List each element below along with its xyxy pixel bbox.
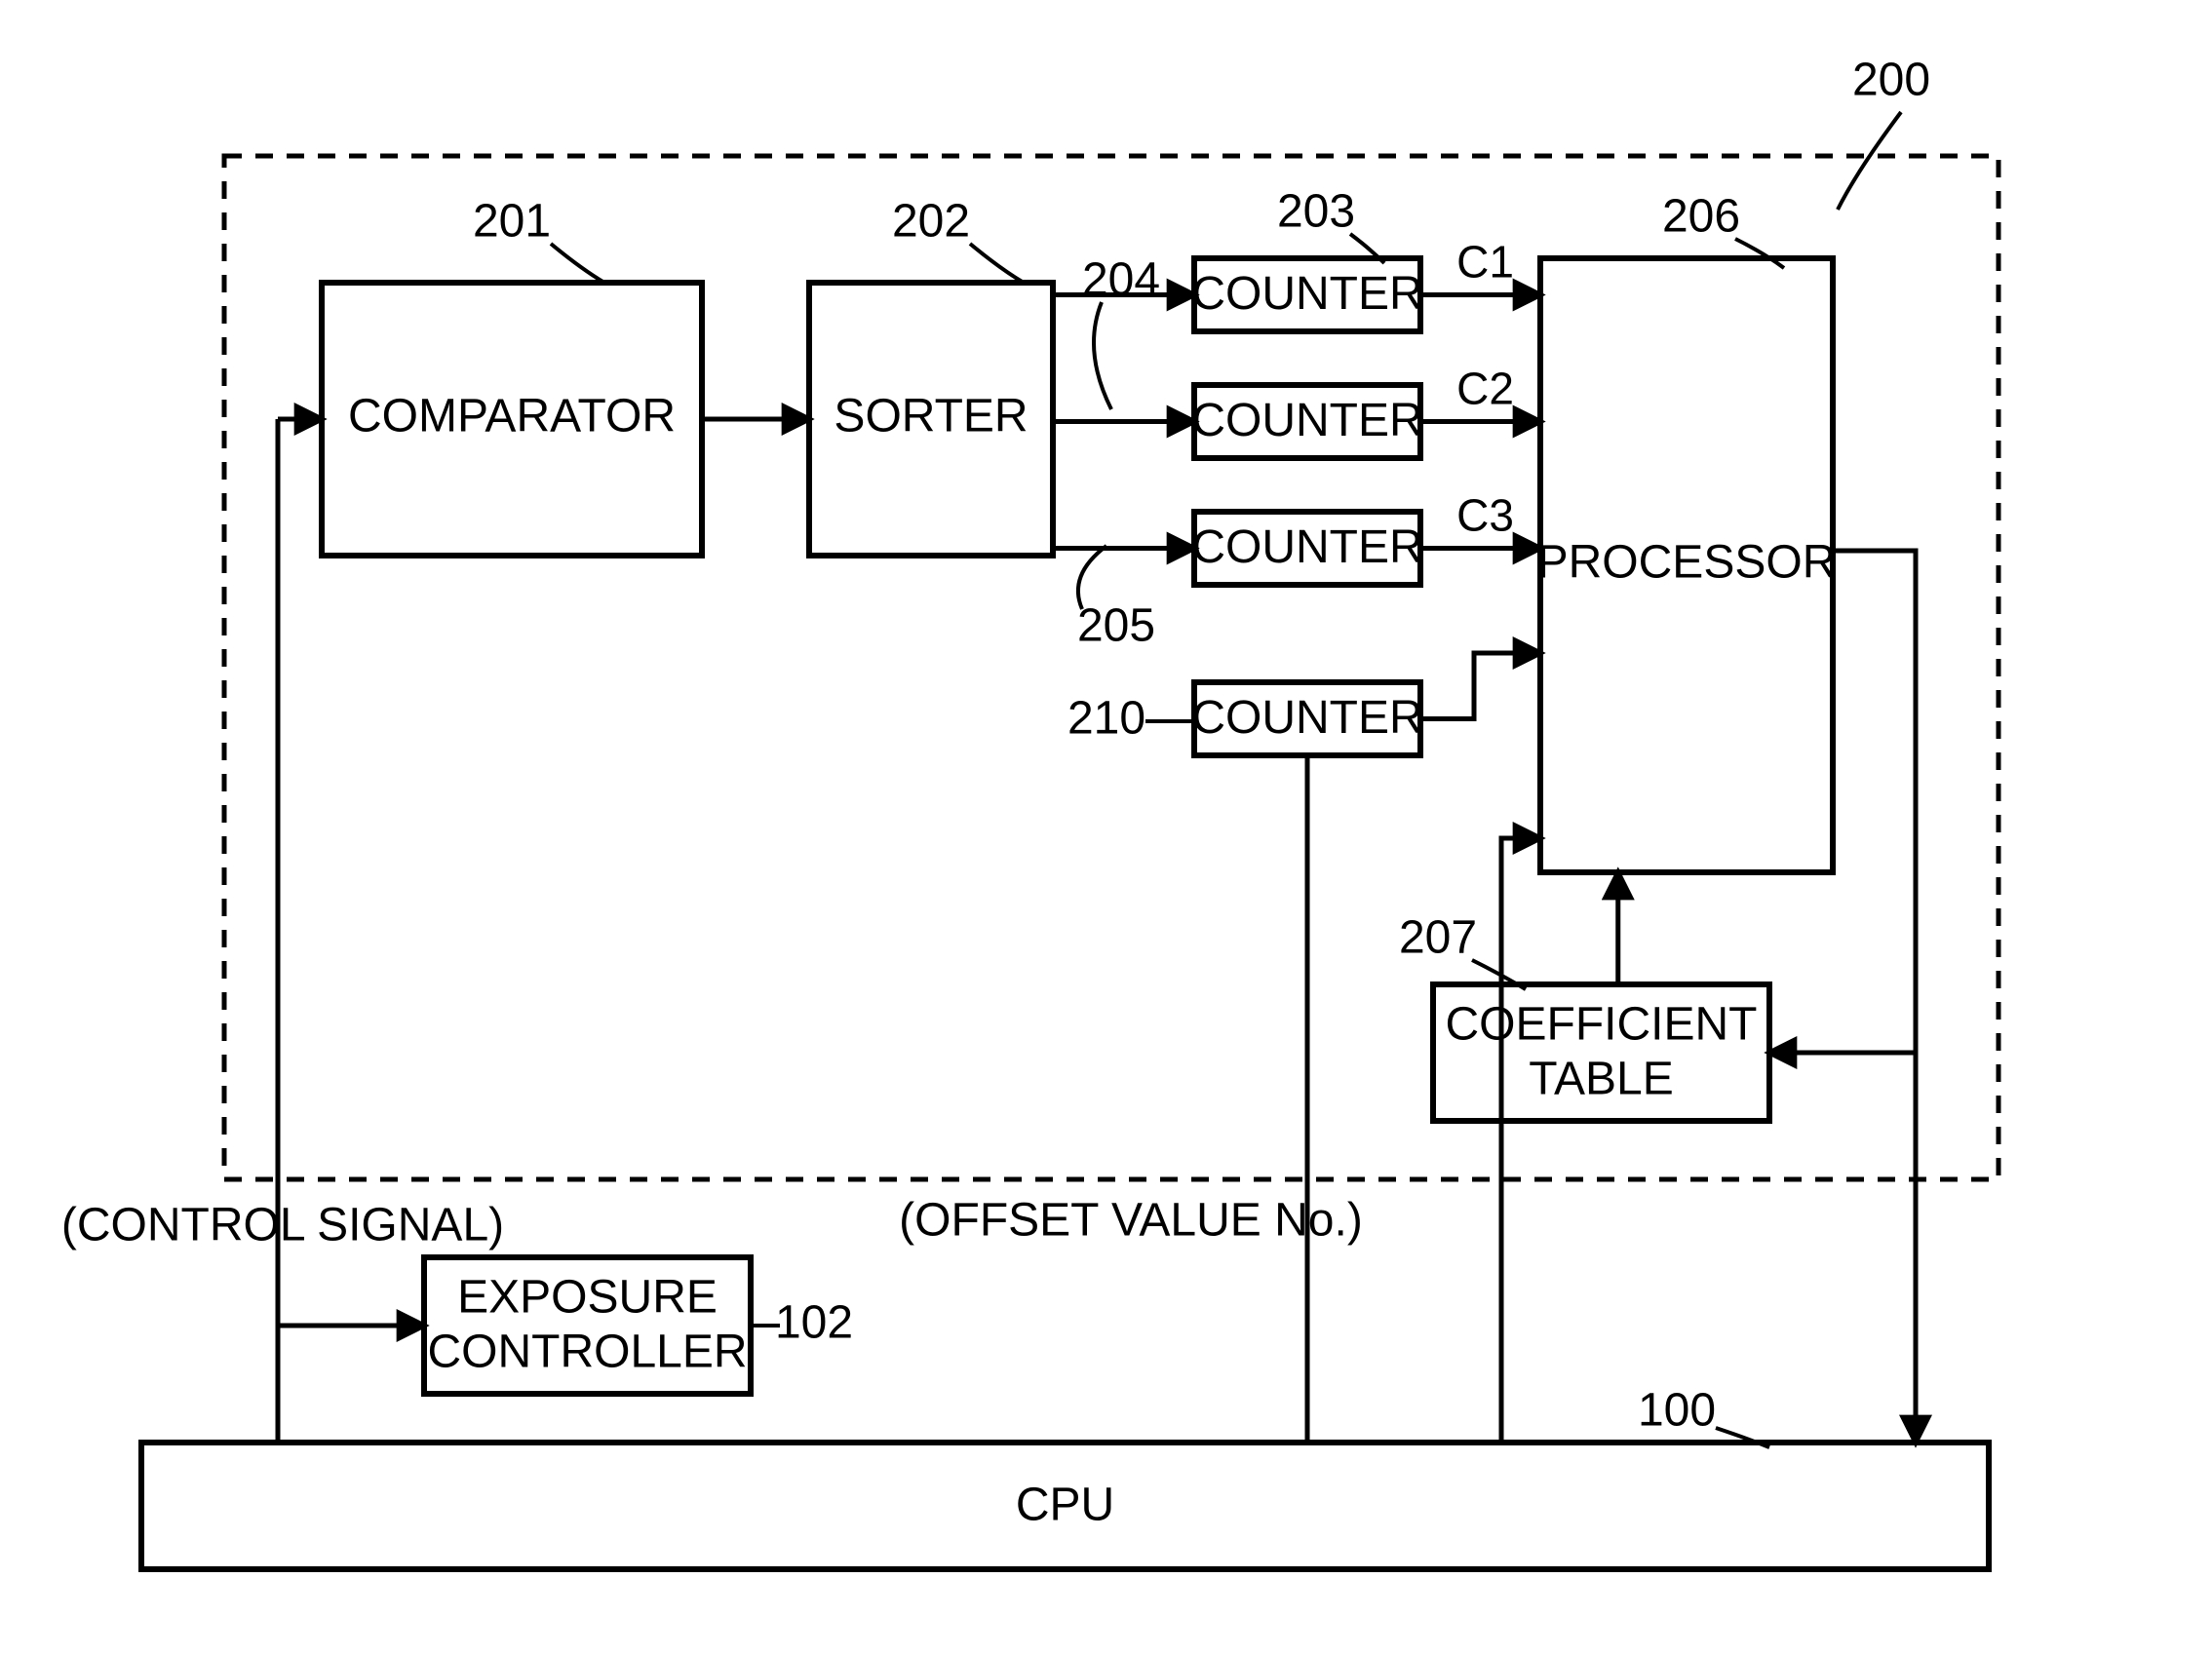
- leader-r200: [1838, 112, 1901, 210]
- counter4-label: COUNTER: [1191, 692, 1422, 744]
- ref-201: 201: [473, 196, 551, 248]
- counter1-label: COUNTER: [1191, 268, 1422, 320]
- wire-cpu-processor: [1501, 838, 1540, 1443]
- sorter-label: SORTER: [834, 391, 1028, 443]
- leader-r204: [1094, 302, 1111, 409]
- ref-202: 202: [892, 196, 970, 248]
- label-offset-value: (OFFSET VALUE No.): [899, 1195, 1363, 1247]
- wire-counter4-processor: [1420, 653, 1540, 719]
- signal-C2: C2: [1456, 364, 1514, 414]
- ref-207: 207: [1399, 912, 1477, 964]
- comparator-label: COMPARATOR: [348, 391, 676, 443]
- signal-C3: C3: [1456, 490, 1514, 541]
- counter2-label: COUNTER: [1191, 395, 1422, 446]
- signal-C1: C1: [1456, 237, 1514, 288]
- cpu-label: CPU: [1016, 1480, 1114, 1531]
- exposure-label-2: CONTROLLER: [427, 1327, 747, 1378]
- counter3-label: COUNTER: [1191, 521, 1422, 573]
- processor-label: PROCESSOR: [1537, 537, 1837, 589]
- leader-r202: [970, 244, 1024, 283]
- ref-205: 205: [1077, 600, 1155, 652]
- ref-206: 206: [1662, 191, 1740, 243]
- ref-200: 200: [1852, 55, 1930, 106]
- label-control-signal: (CONTROL SIGNAL): [61, 1200, 504, 1251]
- wire-proc-rail-cpu: [1833, 551, 1916, 1443]
- coeff-label-1: COEFFICIENT: [1446, 999, 1758, 1051]
- ref-100: 100: [1638, 1385, 1716, 1437]
- exposure-label-1: EXPOSURE: [457, 1272, 718, 1324]
- ref-204: 204: [1082, 254, 1160, 306]
- leader-r201: [551, 244, 604, 283]
- ref-203: 203: [1277, 186, 1355, 238]
- coeff-label-2: TABLE: [1529, 1054, 1674, 1105]
- ref-210: 210: [1067, 693, 1145, 745]
- ref-102: 102: [775, 1297, 853, 1349]
